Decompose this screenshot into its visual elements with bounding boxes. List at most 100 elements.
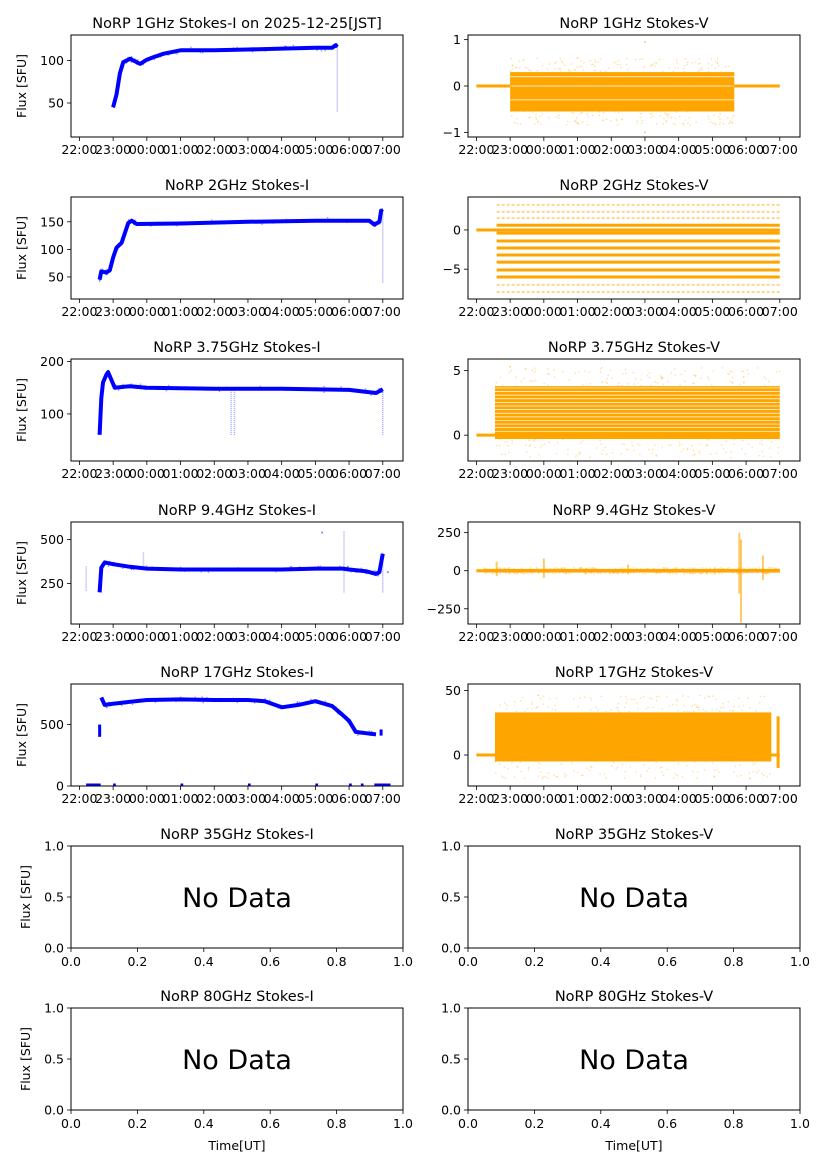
data-point: [716, 62, 719, 65]
data-point: [137, 59, 139, 61]
data-point: [660, 376, 663, 378]
data-point: [332, 48, 335, 50]
data-point: [761, 450, 764, 453]
data-point: [736, 571, 739, 574]
data-point: [110, 377, 112, 379]
data-point: [605, 710, 607, 713]
data-point: [662, 774, 665, 777]
data-point: [742, 572, 744, 575]
data-point: [691, 567, 694, 570]
data-point: [366, 733, 369, 736]
x-tick-label: 03:00: [627, 304, 663, 319]
data-point: [364, 388, 367, 390]
data-point: [113, 386, 116, 388]
data-point: [301, 46, 303, 49]
data-point: [754, 762, 756, 764]
data-point: [285, 705, 288, 707]
data-point: [688, 117, 691, 119]
x-tick-label: 23:00: [95, 142, 131, 157]
data-point: [523, 58, 526, 61]
data-point: [356, 734, 359, 736]
data-point: [298, 387, 301, 390]
data-point: [131, 56, 133, 59]
outlier-point: [576, 122, 579, 125]
data-point: [541, 444, 543, 447]
data-point: [717, 64, 720, 67]
data-point: [302, 220, 305, 223]
data-point: [713, 775, 716, 778]
data-point: [130, 568, 133, 570]
data-point: [709, 120, 712, 123]
data-point: [522, 110, 525, 113]
data-point: [534, 367, 536, 369]
data-point: [630, 572, 632, 574]
x-tick-label: 01:00: [163, 142, 199, 157]
data-point: [129, 221, 131, 224]
data-point: [775, 567, 777, 570]
data-point: [601, 452, 603, 455]
data-point: [676, 774, 679, 777]
data-point: [596, 447, 598, 449]
data-point: [718, 572, 721, 575]
data-point: [665, 113, 668, 116]
data-point: [99, 421, 102, 424]
data-point: [218, 390, 221, 393]
data-point: [252, 699, 255, 702]
data-point: [347, 566, 350, 568]
data-point: [594, 61, 597, 63]
subplot-title: NoRP 9.4GHz Stokes-V: [553, 503, 716, 519]
y-axis-label: Flux [SFU]: [18, 865, 33, 929]
data-point: [158, 55, 161, 58]
data-point: [547, 367, 549, 370]
subplot-title: NoRP 1GHz Stokes-I on 2025-12-25[JST]: [92, 16, 382, 32]
data-point: [615, 118, 618, 120]
data-point: [350, 723, 353, 725]
data-point: [768, 572, 770, 574]
data-point: [558, 571, 561, 574]
data-point: [140, 62, 143, 64]
data-point: [131, 567, 133, 570]
data-point: [358, 731, 361, 734]
data-point: [620, 66, 622, 69]
data-point: [111, 256, 114, 259]
data-point: [699, 694, 701, 697]
data-point: [671, 572, 674, 575]
data-point: [713, 567, 716, 569]
data-point: [111, 261, 114, 264]
y-tick-label: 100: [40, 53, 64, 68]
x-tick-label: 01:00: [163, 791, 199, 806]
data-point: [592, 566, 595, 569]
data-point: [131, 386, 133, 389]
data-point: [691, 770, 694, 773]
data-point: [143, 59, 146, 61]
data-point: [363, 219, 365, 222]
stokes-v-band: [494, 712, 772, 762]
data-point: [146, 568, 149, 571]
data-point: [580, 442, 582, 444]
data-point: [532, 380, 535, 383]
series-line-stokes-i: [99, 696, 377, 737]
data-point: [517, 571, 519, 574]
data-point: [578, 123, 580, 125]
data-point: [666, 567, 668, 569]
data-point: [114, 251, 116, 254]
data-point: [535, 116, 537, 119]
data-point: [639, 568, 642, 570]
data-point: [346, 565, 349, 568]
data-point: [132, 223, 135, 226]
data-point: [636, 122, 639, 124]
x-tick-label: 06:00: [728, 142, 764, 157]
data-point: [579, 567, 581, 569]
data-point: [130, 568, 133, 570]
x-tick-label: 04:00: [264, 466, 300, 481]
data-point: [680, 373, 682, 376]
data-point: [603, 773, 606, 775]
data-point: [621, 372, 624, 375]
data-point: [491, 572, 494, 575]
data-point: [541, 113, 543, 115]
data-point: [131, 220, 133, 223]
data-point: [304, 46, 307, 48]
x-tick-label: 06:00: [728, 466, 764, 481]
data-point: [379, 388, 382, 390]
data-point: [296, 701, 299, 703]
